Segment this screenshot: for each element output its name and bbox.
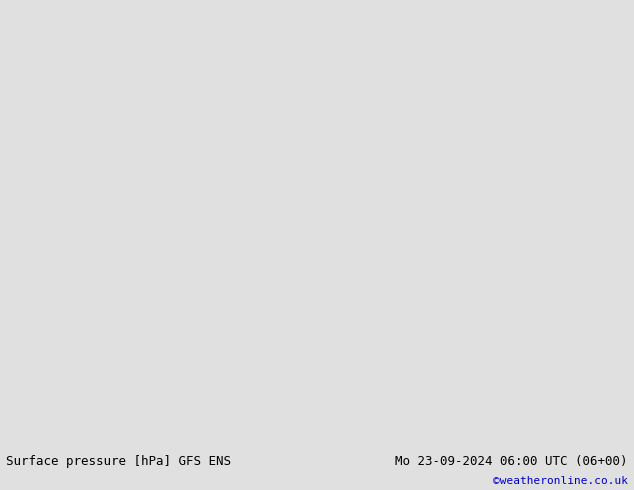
Text: Surface pressure [hPa] GFS ENS: Surface pressure [hPa] GFS ENS bbox=[6, 455, 231, 468]
Text: Mo 23-09-2024 06:00 UTC (06+00): Mo 23-09-2024 06:00 UTC (06+00) bbox=[395, 455, 628, 468]
Text: ©weatheronline.co.uk: ©weatheronline.co.uk bbox=[493, 476, 628, 486]
